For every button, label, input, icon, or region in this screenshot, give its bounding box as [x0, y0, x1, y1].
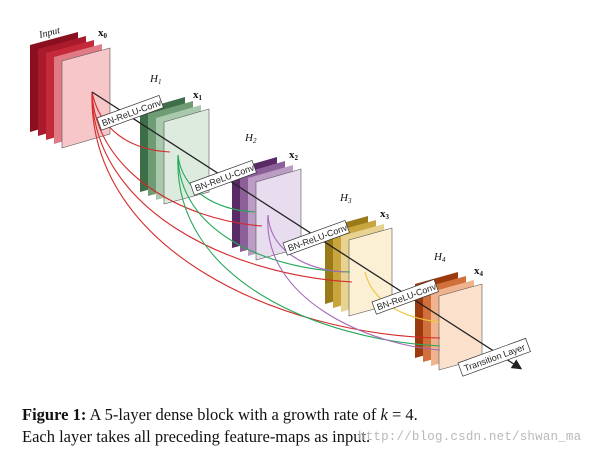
caption-text-1b: = 4.: [391, 405, 418, 424]
x3-label: x3: [380, 208, 390, 221]
h4-feature-stack: [415, 272, 483, 371]
caption-line-1: Figure 1: A 5-layer dense block with a g…: [22, 404, 582, 426]
caption-text-1a: A 5-layer dense block with a growth rate…: [89, 405, 377, 424]
k-symbol: k: [380, 405, 388, 424]
input-label: Input: [37, 25, 61, 41]
input-feature-stack: [30, 32, 111, 149]
x4-label: x4: [474, 265, 484, 278]
x2-label: x2: [289, 149, 299, 162]
h1-label: H1: [149, 73, 161, 86]
figure-label: Figure 1:: [22, 405, 87, 424]
h2-feature-stack: [232, 157, 302, 261]
x1-label: x1: [193, 89, 203, 102]
watermark: http://blog.csdn.net/shwan_ma: [358, 430, 582, 444]
h3-label: H3: [339, 192, 352, 205]
dense-block-diagram: Input x0 H1 x1 H2 x2 H3 x3 H4 x4: [30, 25, 531, 377]
dense-connections: [91, 91, 441, 351]
x0-label: x0: [98, 27, 108, 40]
caption-line-2: Each layer takes all preceding feature-m…: [22, 427, 371, 446]
flow-axis-line: [91, 91, 523, 370]
figure-caption: Figure 1: A 5-layer dense block with a g…: [22, 404, 582, 448]
h1-feature-stack: [140, 97, 210, 205]
h2-label: H2: [244, 132, 257, 145]
h4-label: H4: [433, 251, 446, 264]
